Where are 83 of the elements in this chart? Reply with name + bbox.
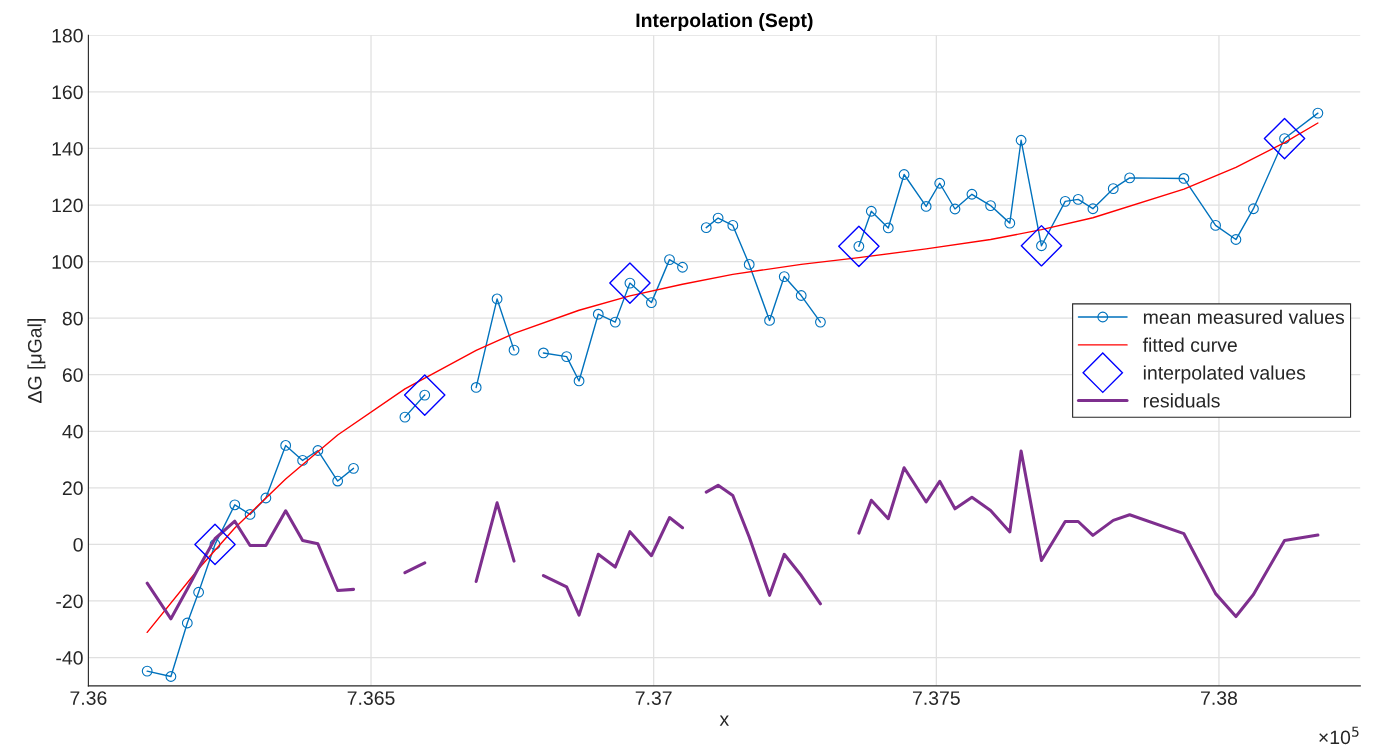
point bbox=[609, 316, 621, 328]
y-tick-label: 160 bbox=[52, 85, 83, 100]
point bbox=[966, 188, 978, 200]
point bbox=[1312, 107, 1324, 119]
point bbox=[764, 315, 775, 326]
point bbox=[865, 205, 877, 217]
legend-label: interpolated values bbox=[1143, 365, 1306, 384]
point bbox=[592, 308, 604, 320]
x-tick-label: 7.37 bbox=[635, 691, 672, 705]
point bbox=[141, 665, 153, 677]
y-tick-label: 180 bbox=[52, 28, 83, 43]
point bbox=[1020, 224, 1063, 267]
x-tick-label: 7.365 bbox=[347, 691, 395, 705]
point bbox=[1107, 183, 1119, 195]
point bbox=[1124, 172, 1136, 184]
point bbox=[898, 169, 910, 180]
y-tick-label: 80 bbox=[62, 311, 83, 326]
point bbox=[561, 351, 573, 363]
point bbox=[815, 316, 826, 328]
x-tick-label: 7.36 bbox=[70, 691, 107, 705]
legend-label: fitted curve bbox=[1142, 337, 1237, 352]
point bbox=[609, 262, 651, 304]
point bbox=[985, 200, 997, 212]
point bbox=[573, 375, 585, 387]
point bbox=[193, 586, 205, 598]
point bbox=[1015, 134, 1027, 146]
point bbox=[348, 462, 359, 474]
y-tick-label: -20 bbox=[56, 594, 83, 609]
x-tick-label: 7.375 bbox=[912, 691, 960, 705]
point bbox=[181, 617, 193, 629]
text: ×10$^{5}$ bbox=[1319, 726, 1359, 745]
point bbox=[538, 347, 549, 359]
point bbox=[778, 271, 790, 283]
x-axis-title: x bbox=[719, 715, 729, 726]
point bbox=[677, 261, 688, 273]
point bbox=[645, 297, 657, 309]
point bbox=[664, 254, 675, 266]
y-tick-label: 20 bbox=[62, 481, 83, 496]
y-tick-label: 60 bbox=[62, 368, 83, 382]
point bbox=[1178, 173, 1190, 184]
point bbox=[743, 259, 755, 270]
point bbox=[1059, 195, 1071, 207]
point bbox=[882, 222, 894, 234]
point bbox=[229, 499, 241, 511]
y-tick-label: 100 bbox=[52, 255, 83, 269]
point bbox=[244, 509, 256, 520]
legend-label: residuals bbox=[1143, 393, 1220, 408]
y-tick-label: -40 bbox=[56, 651, 83, 665]
point bbox=[795, 290, 807, 301]
legend-label: mean measured values bbox=[1143, 309, 1345, 325]
point bbox=[712, 212, 724, 224]
y-tick-label: 0 bbox=[73, 537, 83, 552]
point bbox=[934, 177, 946, 189]
point bbox=[1248, 203, 1259, 215]
y-tick-label: 40 bbox=[62, 424, 83, 439]
point bbox=[1004, 217, 1016, 229]
chart-title: Interpolation (Sept) bbox=[636, 12, 813, 32]
y-tick-label: 120 bbox=[52, 198, 83, 213]
point bbox=[1210, 219, 1221, 231]
point bbox=[312, 445, 324, 456]
point bbox=[491, 293, 503, 305]
point bbox=[700, 222, 712, 234]
point bbox=[470, 382, 482, 393]
point bbox=[194, 523, 236, 566]
point bbox=[332, 475, 344, 487]
point bbox=[508, 344, 520, 356]
x-tick-label: 7.38 bbox=[1201, 691, 1238, 705]
point bbox=[1087, 203, 1099, 215]
point bbox=[727, 219, 739, 231]
point bbox=[260, 492, 272, 504]
point bbox=[838, 225, 880, 268]
point bbox=[399, 411, 411, 423]
y-tick-label: 140 bbox=[52, 141, 83, 156]
point bbox=[920, 201, 932, 212]
point bbox=[1263, 117, 1306, 160]
point bbox=[403, 374, 446, 416]
point bbox=[297, 455, 309, 466]
point bbox=[949, 203, 961, 215]
point bbox=[165, 671, 177, 682]
point bbox=[1072, 193, 1084, 205]
y-axis-title: ΔG [μGal] bbox=[27, 319, 46, 403]
point bbox=[1230, 234, 1242, 245]
point bbox=[280, 440, 292, 451]
